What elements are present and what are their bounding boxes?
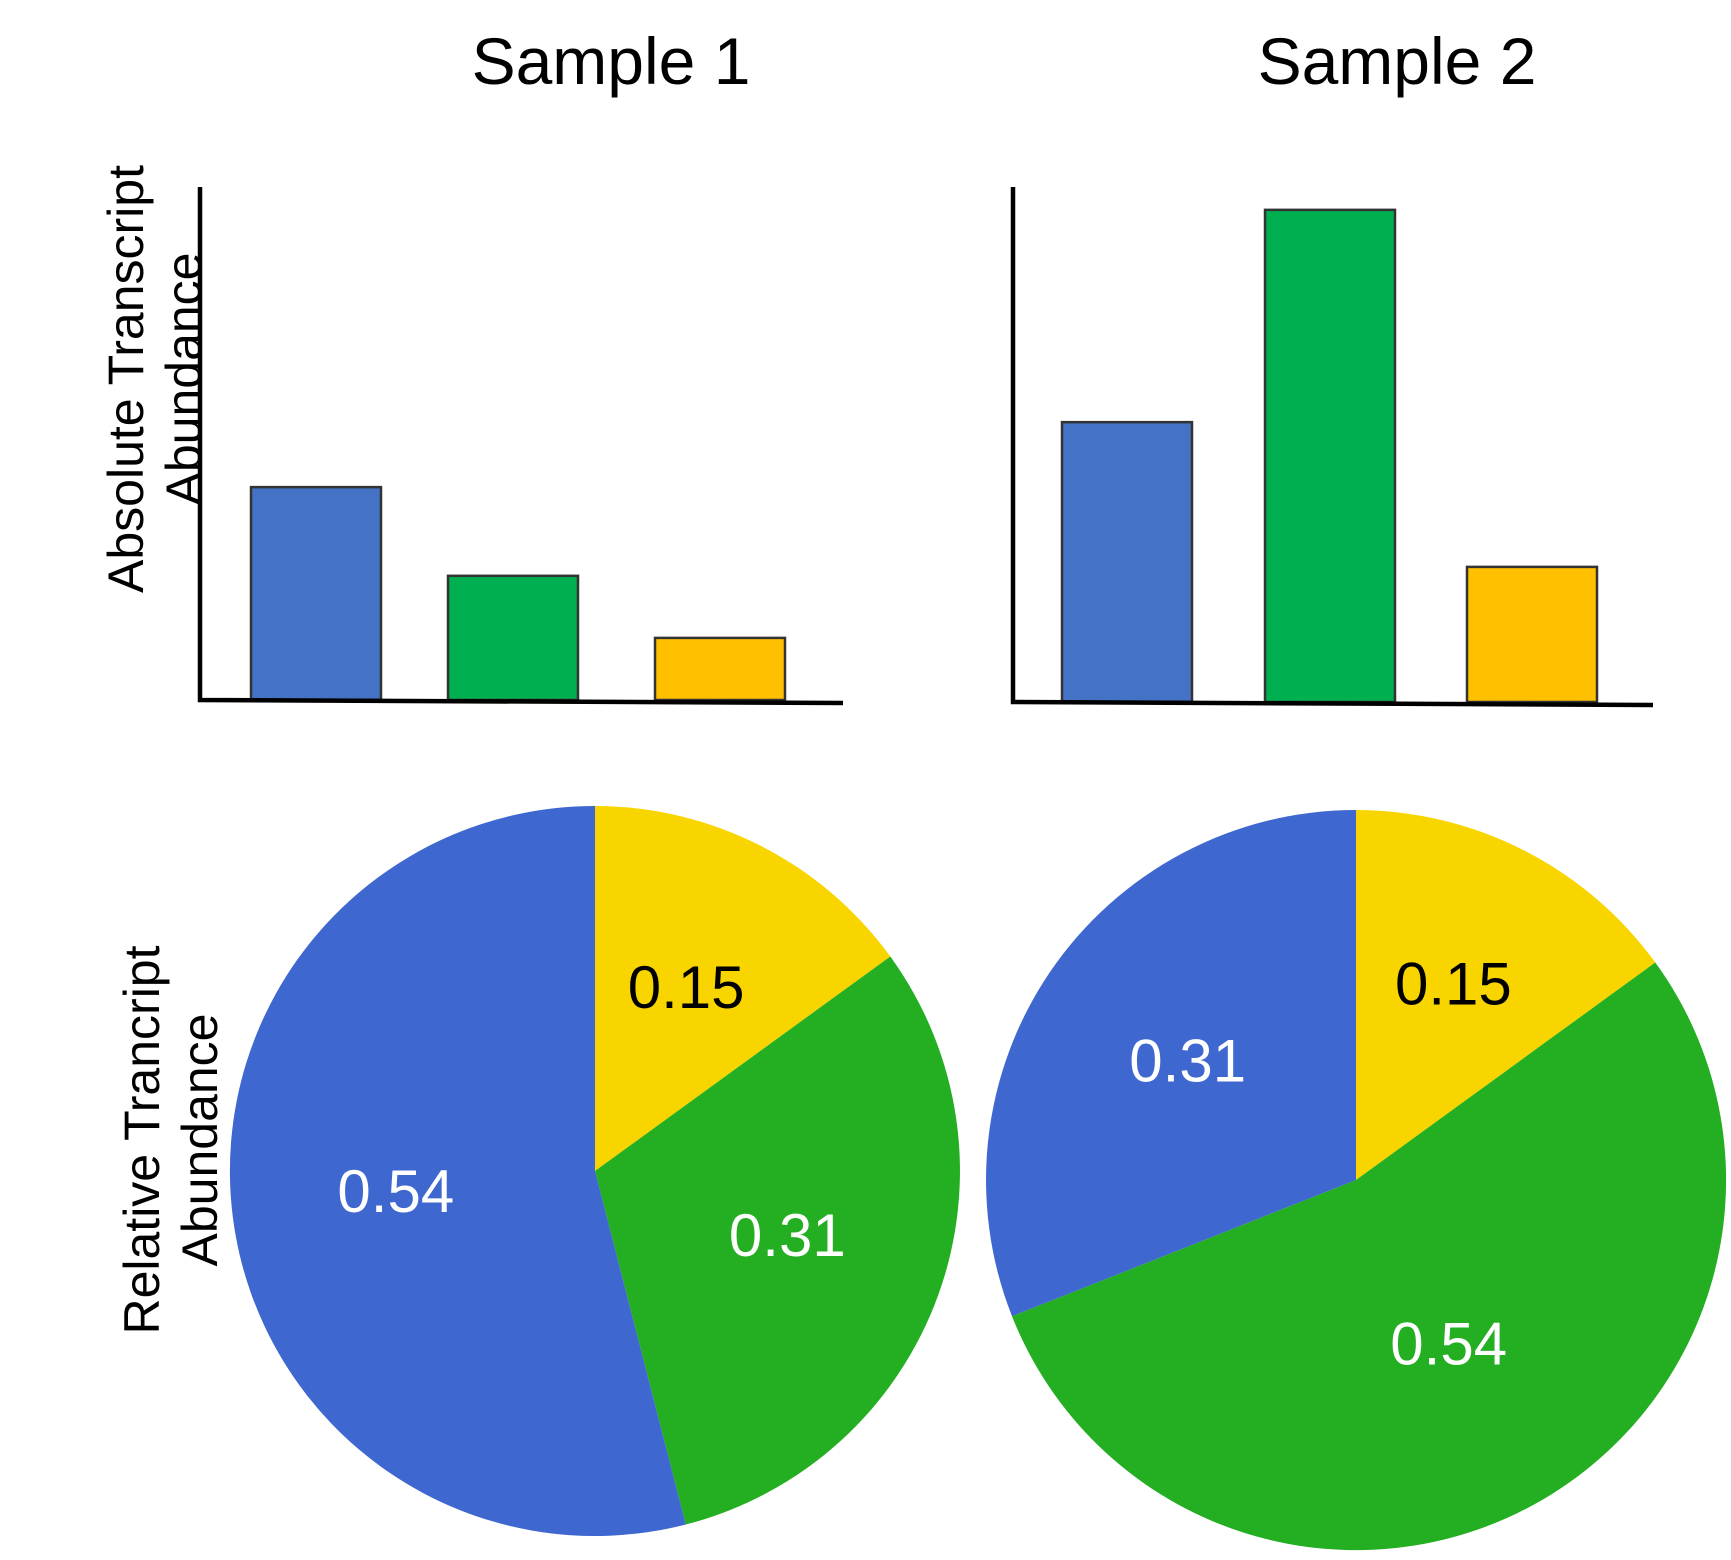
sample-1-pie-label-2: 0.31 [729, 1202, 846, 1269]
sample-2-bar-3 [1465, 565, 1599, 704]
sample-1-pie-slice-2 [595, 956, 960, 1525]
sample-1-pie-slice-1 [595, 806, 891, 1171]
sample-1-pie-slice-3 [229, 806, 686, 1536]
sample-2-axis [1010, 187, 1654, 708]
sample-1-bar-3 [653, 636, 787, 702]
sample-1-pie-label-1: 0.15 [628, 954, 745, 1021]
sample-2-pie-label-1: 0.15 [1395, 951, 1512, 1018]
sample-2-pie-label-3: 0.31 [1129, 1027, 1246, 1094]
sample-2-pie-slice-1 [1356, 810, 1656, 1180]
sample-2-bar-2 [1263, 208, 1397, 704]
sample-2-pie-label-2: 0.54 [1390, 1310, 1507, 1377]
sample-1-title: Sample 1 [471, 24, 751, 98]
sample-1-axis [197, 187, 844, 706]
sample-2-bar-1 [1060, 420, 1194, 704]
sample-1-bar-1 [249, 485, 383, 702]
sample-1-pie-label-3: 0.54 [337, 1158, 454, 1225]
sample-1-bar-2 [446, 574, 580, 702]
sample-2-pie-slice-2 [1012, 962, 1727, 1551]
sample-2-title: Sample 2 [1257, 24, 1537, 98]
sample-2-pie-slice-3 [986, 810, 1356, 1317]
